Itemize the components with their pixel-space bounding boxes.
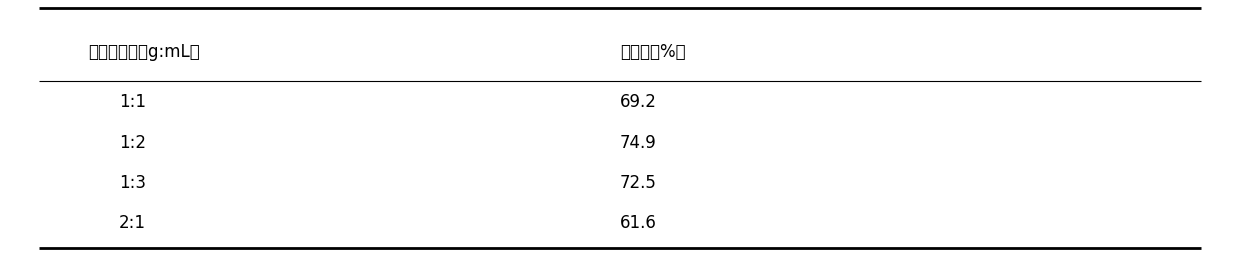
Text: 61.6: 61.6 bbox=[620, 214, 657, 231]
Text: 1:3: 1:3 bbox=[119, 173, 146, 191]
Text: 出汁率（%）: 出汁率（%） bbox=[620, 43, 686, 61]
Text: 1:1: 1:1 bbox=[119, 93, 146, 111]
Text: 1:2: 1:2 bbox=[119, 133, 146, 151]
Text: 69.2: 69.2 bbox=[620, 93, 657, 111]
Text: 72.5: 72.5 bbox=[620, 173, 657, 191]
Text: 热烫料液比（g:mL）: 热烫料液比（g:mL） bbox=[88, 43, 200, 61]
Text: 2:1: 2:1 bbox=[119, 214, 146, 231]
Text: 74.9: 74.9 bbox=[620, 133, 657, 151]
